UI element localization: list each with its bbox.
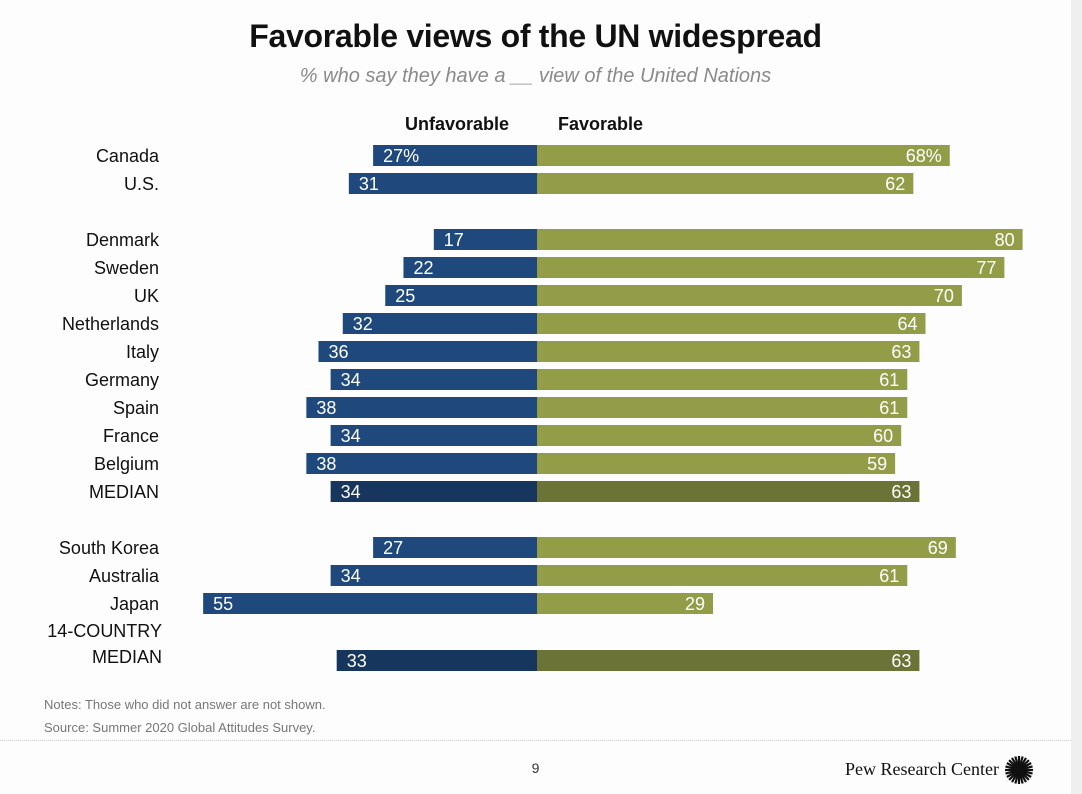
label-unfavorable-value: 34 (341, 370, 361, 390)
label-favorable-value: 62 (885, 174, 905, 194)
footer-divider (0, 740, 1071, 741)
label-favorable-value: 63 (891, 651, 911, 671)
label-favorable-value: 68% (906, 146, 942, 166)
label-unfavorable-value: 38 (316, 454, 336, 474)
bar-unfavorable (348, 173, 537, 194)
label-unfavorable-value: 22 (413, 258, 433, 278)
bar-favorable (537, 313, 926, 334)
bar-favorable (537, 173, 914, 194)
label-unfavorable-value: 36 (328, 342, 348, 362)
category-label: Japan (110, 594, 159, 614)
label-favorable-value: 59 (867, 454, 887, 474)
label-favorable-value: 69 (928, 538, 948, 558)
bar-unfavorable (330, 565, 537, 586)
bar-favorable (537, 650, 920, 671)
bar-unfavorable (306, 397, 537, 418)
label-favorable-value: 29 (685, 594, 705, 614)
label-unfavorable-value: 31 (359, 174, 379, 194)
label-unfavorable-value: 17 (444, 230, 464, 250)
category-label: Denmark (86, 230, 160, 250)
bar-unfavorable (385, 285, 537, 306)
category-label: Italy (126, 342, 159, 362)
bar-unfavorable (330, 481, 537, 502)
label-unfavorable-value: 34 (341, 426, 361, 446)
bar-unfavorable (433, 229, 537, 250)
label-favorable-value: 77 (976, 258, 996, 278)
page-number: 9 (531, 760, 540, 776)
label-favorable-value: 61 (879, 398, 899, 418)
bar-favorable (537, 229, 1023, 250)
chart-title: Favorable views of the UN widespread (249, 18, 822, 54)
label-favorable-value: 61 (879, 370, 899, 390)
category-label: Sweden (94, 258, 159, 278)
label-favorable-value: 70 (934, 286, 954, 306)
bar-unfavorable (330, 425, 537, 446)
bar-unfavorable (203, 593, 537, 614)
label-unfavorable-value: 55 (213, 594, 233, 614)
category-label: South Korea (59, 538, 160, 558)
bar-favorable (537, 369, 908, 390)
bar-favorable (537, 565, 908, 586)
category-label: Netherlands (62, 314, 159, 334)
bar-unfavorable (318, 341, 537, 362)
category-label: Australia (89, 566, 160, 586)
brand-name: Pew Research Center (845, 759, 999, 779)
label-unfavorable-value: 33 (347, 651, 367, 671)
bar-unfavorable (342, 313, 537, 334)
chart-subtitle: % who say they have a __ view of the Uni… (299, 65, 772, 87)
bar-unfavorable (330, 369, 537, 390)
label-unfavorable-value: 34 (341, 566, 361, 586)
label-unfavorable-value: 38 (316, 398, 336, 418)
notes-text: Notes: Those who did not answer are not … (44, 697, 326, 712)
category-label: Canada (96, 146, 160, 166)
label-favorable-value: 61 (879, 566, 899, 586)
category-label: UK (134, 286, 159, 306)
label-favorable-value: 63 (891, 482, 911, 502)
bar-unfavorable (403, 257, 537, 278)
bar-favorable (537, 257, 1005, 278)
label-unfavorable-value: 27 (383, 538, 403, 558)
label-favorable-value: 63 (891, 342, 911, 362)
legend-unfavorable: Unfavorable (405, 114, 510, 134)
label-unfavorable-value: 25 (395, 286, 415, 306)
bar-favorable (537, 481, 920, 502)
label-favorable-value: 64 (897, 314, 917, 334)
diverging-bar-chart: 27% 68% Canada 31 62 U.S. 17 80 Denmark 22 77 Swede… (47, 145, 1023, 671)
bar-favorable (537, 285, 962, 306)
bar-favorable (537, 145, 950, 166)
bar-favorable (537, 341, 920, 362)
bar-unfavorable (373, 145, 537, 166)
bar-favorable (537, 425, 902, 446)
category-label: MEDIAN (89, 482, 159, 502)
bar-unfavorable (336, 650, 537, 671)
label-unfavorable-value: 32 (353, 314, 373, 334)
category-label: Belgium (94, 454, 159, 474)
label-favorable-value: 60 (873, 426, 893, 446)
category-label: Spain (113, 398, 159, 418)
bar-favorable (537, 537, 956, 558)
pew-sunburst-icon (1005, 756, 1033, 784)
bar-unfavorable (373, 537, 537, 558)
category-label: France (103, 426, 159, 446)
bar-unfavorable (306, 453, 537, 474)
category-label: 14-COUNTRY (47, 621, 162, 641)
category-label: Germany (85, 370, 159, 390)
bar-favorable (537, 397, 908, 418)
label-unfavorable-value: 34 (341, 482, 361, 502)
bar-favorable (537, 453, 896, 474)
bar-favorable (537, 593, 714, 614)
scrollbar[interactable] (1071, 0, 1082, 794)
source-text: Source: Summer 2020 Global Attitudes Sur… (44, 720, 316, 735)
category-label: MEDIAN (92, 647, 162, 667)
legend-favorable: Favorable (558, 114, 644, 134)
label-unfavorable-value: 27% (383, 146, 419, 166)
label-favorable-value: 80 (995, 230, 1015, 250)
category-label: U.S. (124, 174, 159, 194)
